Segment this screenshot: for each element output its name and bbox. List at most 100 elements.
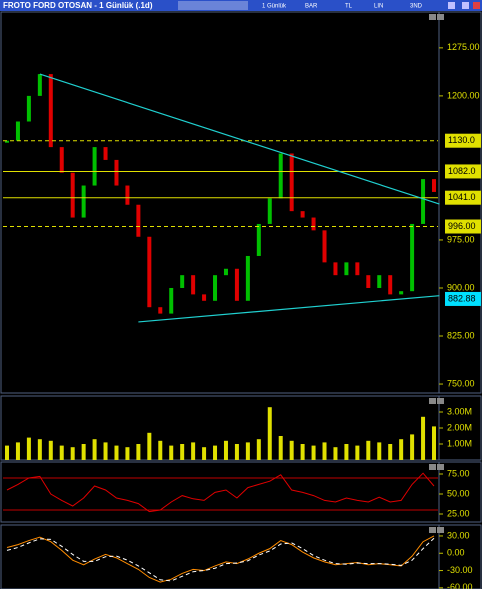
panel-button[interactable] — [437, 527, 444, 533]
y-tick-label: 975.00 — [447, 234, 475, 244]
volume-bar — [147, 432, 152, 460]
candle — [355, 262, 360, 276]
candle — [322, 230, 327, 263]
level-label: 882.88 — [448, 293, 476, 303]
level-label: 996.00 — [448, 221, 476, 231]
candle — [5, 140, 9, 143]
volume-bar — [344, 444, 349, 460]
candle — [421, 179, 426, 224]
y-tick-label: 1275.00 — [447, 42, 480, 52]
level-label-box — [445, 190, 481, 205]
volume-bar — [234, 444, 239, 460]
candle — [388, 275, 393, 295]
candle — [59, 147, 64, 173]
candle — [70, 172, 75, 218]
candle — [399, 291, 404, 295]
volume-bar — [333, 447, 338, 460]
volume-bar — [59, 445, 64, 460]
volume-bar — [48, 440, 53, 460]
trendline — [39, 73, 440, 205]
volume-bar — [223, 440, 228, 460]
volume-bar — [213, 445, 218, 460]
window-title: FROTO FORD OTOSAN - 1 Günlük (.1d) — [3, 1, 153, 10]
panel-button[interactable] — [429, 464, 436, 470]
volume-bar — [26, 437, 31, 460]
candle — [125, 185, 130, 205]
window-button[interactable] — [462, 2, 469, 9]
indicator-line — [6, 535, 435, 583]
volume-bar — [202, 447, 207, 460]
volume-bar — [322, 442, 327, 460]
panel-button[interactable] — [437, 398, 444, 404]
close-button[interactable] — [473, 2, 480, 9]
volume-bar — [92, 439, 97, 460]
candle — [169, 287, 174, 314]
toolbar-item[interactable]: TL — [345, 4, 353, 10]
volume-bar — [125, 447, 130, 460]
y-tick-label: 750.00 — [447, 378, 475, 388]
toolbar-item[interactable]: BAR — [305, 4, 318, 10]
candle — [136, 204, 141, 237]
level-label: 1082.0 — [448, 166, 476, 176]
volume-bar — [158, 440, 163, 460]
panel-border — [0, 395, 482, 461]
candle — [245, 255, 250, 301]
toolbar-item[interactable]: LIN — [374, 4, 383, 10]
candle — [158, 307, 163, 314]
volume-bar — [300, 444, 305, 460]
volume-bar — [114, 445, 119, 460]
trendline — [138, 295, 440, 323]
volume-bar — [37, 439, 42, 460]
y-tick-label: 50.00 — [447, 488, 470, 498]
y-tick-label: 25.00 — [447, 508, 470, 518]
volume-bar — [81, 444, 86, 460]
volume-bar — [169, 445, 174, 460]
y-tick-label: 1.00M — [447, 438, 472, 448]
volume-bar — [311, 445, 316, 460]
volume-bar — [278, 436, 283, 460]
toolbar-item[interactable]: 3ND — [410, 4, 423, 10]
indicator-line — [6, 537, 435, 582]
candle — [366, 275, 371, 288]
volume-bar — [377, 442, 382, 460]
volume-bar — [289, 440, 294, 460]
y-tick-label: 30.00 — [447, 530, 470, 540]
candle — [202, 294, 207, 301]
panel-button[interactable] — [437, 464, 444, 470]
panel-button[interactable] — [437, 14, 444, 20]
candle — [223, 268, 228, 276]
volume-bar — [245, 442, 250, 460]
toolbar-item[interactable]: 1 Günlük — [262, 4, 287, 10]
level-label-box — [445, 219, 481, 234]
y-tick-label: 2.00M — [447, 422, 472, 432]
panel-button[interactable] — [429, 398, 436, 404]
candle — [344, 262, 349, 276]
candle — [81, 185, 86, 218]
volume-bar — [399, 439, 404, 460]
volume-bar — [366, 440, 371, 460]
candle — [289, 153, 294, 212]
volume-bar — [15, 442, 20, 460]
toolbar-icons[interactable] — [178, 1, 248, 10]
y-tick-label: 825.00 — [447, 330, 475, 340]
candle — [432, 179, 436, 192]
panel-button[interactable] — [429, 527, 436, 533]
volume-bar — [136, 444, 141, 460]
volume-bar — [388, 444, 393, 460]
candle — [180, 275, 185, 288]
panel-button[interactable] — [429, 14, 436, 20]
panel-border — [0, 524, 482, 589]
candle — [191, 275, 196, 295]
panel-border — [0, 461, 482, 523]
candle — [37, 74, 42, 96]
indicator-line — [6, 472, 435, 513]
candle — [300, 211, 305, 218]
window-button[interactable] — [448, 2, 455, 9]
level-label: 1041.0 — [448, 192, 476, 202]
volume-bar — [432, 426, 436, 460]
candle — [278, 153, 283, 199]
y-tick-label: 900.00 — [447, 282, 475, 292]
volume-bar — [355, 445, 360, 460]
